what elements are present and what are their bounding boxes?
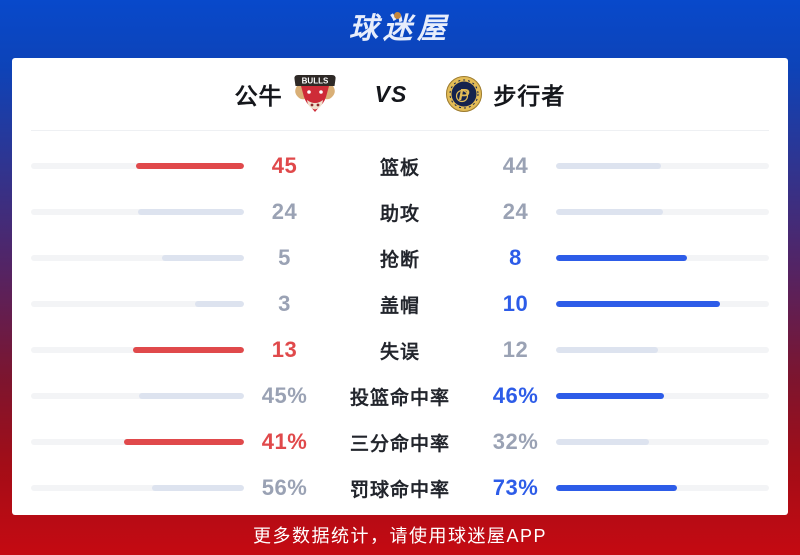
left-team-value: 45% xyxy=(261,383,308,408)
top-banner: 球迷屋 xyxy=(0,0,800,58)
stat-label: 盖帽 xyxy=(379,295,420,317)
match-header: 公牛 BULLS VS xyxy=(12,58,788,130)
left-team-bar-fill xyxy=(137,209,244,215)
left-team-value: 41% xyxy=(261,429,308,454)
right-team-value: 24 xyxy=(502,199,529,224)
svg-text:P: P xyxy=(459,87,470,104)
right-team-bar-fill xyxy=(556,301,720,307)
vs-label: VS xyxy=(374,80,408,107)
right-team-bar-fill xyxy=(556,255,687,261)
stats-card: 公牛 BULLS VS xyxy=(12,58,788,515)
left-team-bar-fill xyxy=(133,347,244,353)
left-team-name: 公牛 xyxy=(234,83,283,109)
left-team-bar xyxy=(31,393,244,399)
right-team-bar xyxy=(556,255,769,261)
right-team-value: 12 xyxy=(502,337,529,362)
left-team-bar xyxy=(31,163,244,169)
stat-label: 篮板 xyxy=(379,157,420,179)
right-team-bar-fill xyxy=(556,439,650,445)
right-team-bar xyxy=(556,347,769,353)
left-team-value: 45 xyxy=(271,153,298,178)
right-team-value: 32% xyxy=(492,429,539,454)
bulls-logo: BULLS xyxy=(293,74,337,114)
left-team-value: 24 xyxy=(271,199,298,224)
stat-row: 5 抢断 8 xyxy=(31,235,769,281)
right-team-value: 8 xyxy=(509,245,522,270)
footer-promo-text: 更多数据统计，请使用球迷屋APP xyxy=(252,526,548,546)
left-team-bar xyxy=(31,301,244,307)
stat-label: 三分命中率 xyxy=(349,433,450,455)
header-divider xyxy=(31,130,769,131)
brand-logo: 球迷屋 xyxy=(348,11,451,45)
right-team-value: 44 xyxy=(502,153,529,178)
left-team-bar-fill xyxy=(194,301,244,307)
stat-row: 3 盖帽 10 xyxy=(31,281,769,327)
right-team-bar xyxy=(556,439,769,445)
left-team-value: 3 xyxy=(278,291,291,316)
right-team-value: 46% xyxy=(492,383,539,408)
stats-list: 45 篮板 44 24 助攻 24 5 抢断 8 3 盖帽 10 xyxy=(12,131,788,511)
right-team-bar-fill xyxy=(556,485,677,491)
right-team-value: 73% xyxy=(492,475,539,500)
left-team-bar-fill xyxy=(151,485,244,491)
left-team-bar-fill xyxy=(162,255,244,261)
stat-label: 罚球命中率 xyxy=(349,479,450,501)
right-team-bar xyxy=(556,393,769,399)
left-team-value: 56% xyxy=(261,475,308,500)
left-team-value: 5 xyxy=(278,245,291,270)
right-team-bar-fill xyxy=(556,163,662,169)
right-team-bar xyxy=(556,485,769,491)
right-team-bar xyxy=(556,301,769,307)
basketball-dot-icon xyxy=(393,11,401,19)
right-team-name: 步行者 xyxy=(493,83,566,109)
left-team-bar-fill xyxy=(136,163,244,169)
left-team-bar xyxy=(31,209,244,215)
footer-banner: 更多数据统计，请使用球迷屋APP xyxy=(0,515,800,555)
brand-logo-text: 球迷屋 xyxy=(348,12,451,45)
stat-label: 投篮命中率 xyxy=(349,387,450,409)
left-team-bar xyxy=(31,439,244,445)
pacers-logo: P xyxy=(445,75,483,113)
right-team-bar xyxy=(556,209,769,215)
left-team-bar-fill xyxy=(138,393,244,399)
right-team-bar-fill xyxy=(556,209,663,215)
left-team-bar xyxy=(31,255,244,261)
svg-text:BULLS: BULLS xyxy=(301,77,328,86)
right-team-bar xyxy=(556,163,769,169)
left-team-value: 13 xyxy=(271,337,298,362)
stat-row: 41% 三分命中率 32% xyxy=(31,419,769,465)
left-team-bar xyxy=(31,485,244,491)
stat-label: 抢断 xyxy=(379,249,420,271)
stat-row: 56% 罚球命中率 73% xyxy=(31,465,769,511)
stat-row: 45 篮板 44 xyxy=(31,143,769,189)
right-team-value: 10 xyxy=(502,291,529,316)
right-team-bar-fill xyxy=(556,393,664,399)
right-team-bar-fill xyxy=(556,347,659,353)
stat-row: 13 失误 12 xyxy=(31,327,769,373)
stat-row: 24 助攻 24 xyxy=(31,189,769,235)
stat-label: 助攻 xyxy=(379,203,420,225)
stat-row: 45% 投篮命中率 46% xyxy=(31,373,769,419)
left-team-bar-fill xyxy=(124,439,244,445)
stat-label: 失误 xyxy=(379,341,420,363)
left-team-bar xyxy=(31,347,244,353)
